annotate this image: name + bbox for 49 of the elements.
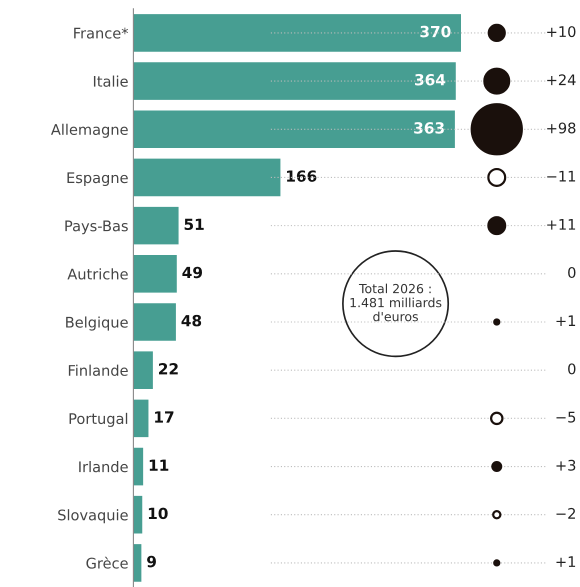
data-label: −5: [556, 412, 576, 423]
data-label: +98: [547, 122, 576, 134]
bar: [133, 206, 179, 244]
data-label: −2: [556, 508, 575, 519]
y-tick-label: Finlande: [68, 364, 128, 376]
y-tick-label: Autriche: [67, 268, 128, 280]
bar: [133, 110, 455, 148]
data-label: 11: [150, 460, 168, 471]
data-label: 166: [287, 170, 316, 182]
data-label: +11: [547, 219, 576, 230]
annotation: Total 2026 : 1.481 milliards d'euros: [350, 284, 442, 322]
data-label: 49: [182, 266, 202, 278]
bar: [133, 62, 456, 100]
data-label: 370: [420, 26, 451, 38]
y-tick-label: Pays-Bas: [65, 220, 128, 234]
bar: [133, 255, 177, 293]
y-tick-label: Belgique: [66, 316, 128, 331]
data-label: +24: [547, 74, 576, 86]
data-label: 9: [147, 556, 156, 568]
data-label: 17: [155, 411, 174, 423]
bar: [133, 448, 144, 486]
data-label: 22: [159, 363, 178, 374]
data-label: 51: [184, 218, 204, 230]
y-tick-label: Portugal: [70, 412, 128, 427]
y-tick-label: Grèce: [86, 556, 128, 569]
bar: [133, 351, 153, 389]
data-label: 10: [148, 508, 168, 520]
data-label: 0: [568, 267, 576, 278]
bar: [133, 496, 142, 534]
data-label: 0: [568, 363, 576, 374]
y-tick-label: Italie: [94, 76, 128, 87]
data-label: 363: [414, 122, 444, 134]
bar: [133, 14, 462, 52]
data-label: +3: [556, 460, 576, 471]
bar: [133, 400, 148, 438]
data-label: +10: [547, 26, 576, 38]
y-tick-label: Allemagne: [50, 124, 128, 138]
bar: [133, 544, 142, 582]
data-label: +1: [556, 556, 576, 567]
y-tick-label: Espagne: [67, 172, 128, 186]
data-label: 48: [182, 314, 202, 326]
data-label: −11: [547, 170, 576, 182]
data-label: +1: [556, 315, 576, 326]
y-tick-label: France*: [74, 28, 128, 39]
y-tick-label: Slovaquie: [58, 509, 128, 524]
y-tick-label: Irlande: [79, 461, 128, 472]
bar: [133, 303, 176, 341]
data-label: 364: [415, 74, 446, 86]
bar: [133, 158, 280, 196]
